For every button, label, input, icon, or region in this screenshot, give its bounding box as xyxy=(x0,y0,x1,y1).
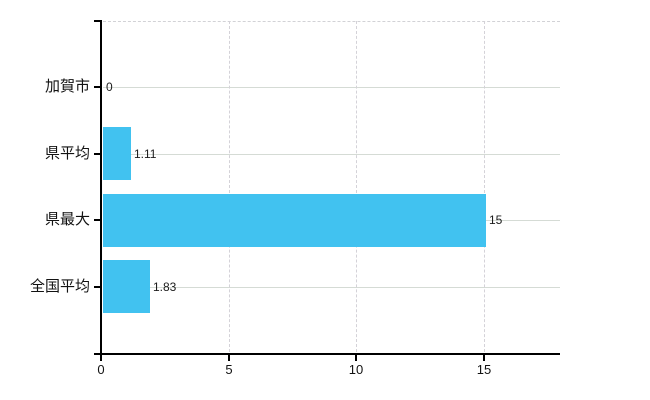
x-tick-label: 5 xyxy=(225,362,233,377)
x-tick-label: 15 xyxy=(476,362,492,377)
category-tick xyxy=(94,86,101,88)
y-axis-top-tick xyxy=(94,20,101,22)
y-axis-line xyxy=(100,20,102,356)
category-tick xyxy=(94,153,101,155)
category-tick xyxy=(94,286,101,288)
x-tick xyxy=(100,355,102,361)
category-label: 加賀市 xyxy=(44,78,90,95)
bar xyxy=(103,260,150,313)
plot-gridline-vertical xyxy=(356,21,357,352)
category-label: 県最大 xyxy=(44,211,90,228)
bar-value-label: 1.11 xyxy=(134,147,157,161)
plot-top-border xyxy=(103,21,560,22)
bar-value-label: 1.83 xyxy=(153,280,177,294)
bar-value-label: 15 xyxy=(489,213,503,227)
x-tick xyxy=(355,355,357,361)
x-tick xyxy=(228,355,230,361)
category-label: 県平均 xyxy=(44,145,90,162)
plot-gridline-horizontal xyxy=(103,154,560,155)
plot-gridline-horizontal xyxy=(103,287,560,288)
category-label: 全国平均 xyxy=(29,278,90,295)
x-tick xyxy=(483,355,485,361)
x-tick-label: 10 xyxy=(348,362,364,377)
bar xyxy=(103,194,486,247)
plot-gridline-vertical xyxy=(229,21,230,352)
category-tick xyxy=(94,219,101,221)
x-tick-label: 0 xyxy=(97,362,105,377)
plot-gridline-horizontal xyxy=(103,87,560,88)
plot-gridline-vertical xyxy=(484,21,485,352)
x-axis-line xyxy=(94,353,560,355)
bar-value-label: 0 xyxy=(106,80,113,94)
bar xyxy=(103,127,131,180)
